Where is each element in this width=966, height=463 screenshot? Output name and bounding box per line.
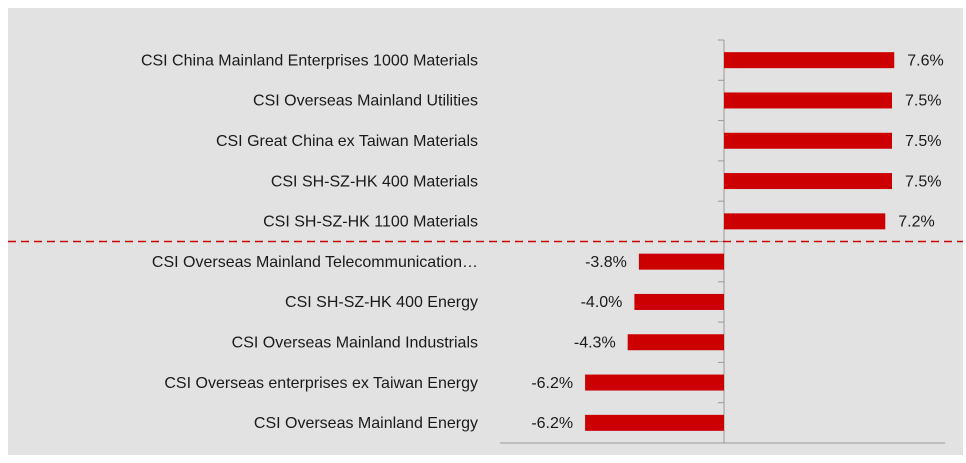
value-label: -6.2% bbox=[531, 375, 573, 392]
value-label: 7.2% bbox=[898, 214, 934, 231]
category-label: CSI SH-SZ-HK 400 Energy bbox=[285, 294, 478, 311]
bar bbox=[724, 92, 892, 109]
value-label: -4.3% bbox=[574, 334, 616, 351]
value-label: -6.2% bbox=[531, 415, 573, 432]
value-label: 7.5% bbox=[905, 133, 941, 150]
bar bbox=[638, 253, 724, 270]
bar bbox=[724, 132, 892, 149]
bar bbox=[724, 173, 892, 190]
value-label: -4.0% bbox=[581, 294, 623, 311]
category-label: CSI Great China ex Taiwan Materials bbox=[216, 133, 478, 150]
category-label: CSI Overseas Mainland Utilities bbox=[253, 93, 478, 110]
chart-background bbox=[8, 8, 963, 455]
bar bbox=[627, 334, 724, 351]
bar bbox=[585, 374, 724, 391]
category-label: CSI Overseas Mainland Energy bbox=[254, 415, 478, 432]
category-label: CSI China Mainland Enterprises 1000 Mate… bbox=[141, 52, 478, 69]
value-label: -3.8% bbox=[585, 254, 627, 271]
value-label: 7.5% bbox=[905, 93, 941, 110]
bar bbox=[724, 52, 895, 69]
category-label: CSI SH-SZ-HK 1100 Materials bbox=[263, 214, 478, 231]
bar bbox=[724, 213, 886, 230]
category-label: CSI Overseas Mainland Telecommunication… bbox=[152, 254, 478, 271]
category-label: CSI SH-SZ-HK 400 Materials bbox=[271, 173, 478, 190]
value-label: 7.5% bbox=[905, 173, 941, 190]
category-label: CSI Overseas enterprises ex Taiwan Energ… bbox=[164, 375, 478, 392]
category-label: CSI Overseas Mainland Industrials bbox=[232, 334, 478, 351]
bar bbox=[585, 414, 724, 431]
value-label: 7.6% bbox=[907, 52, 943, 69]
bar bbox=[634, 293, 724, 310]
